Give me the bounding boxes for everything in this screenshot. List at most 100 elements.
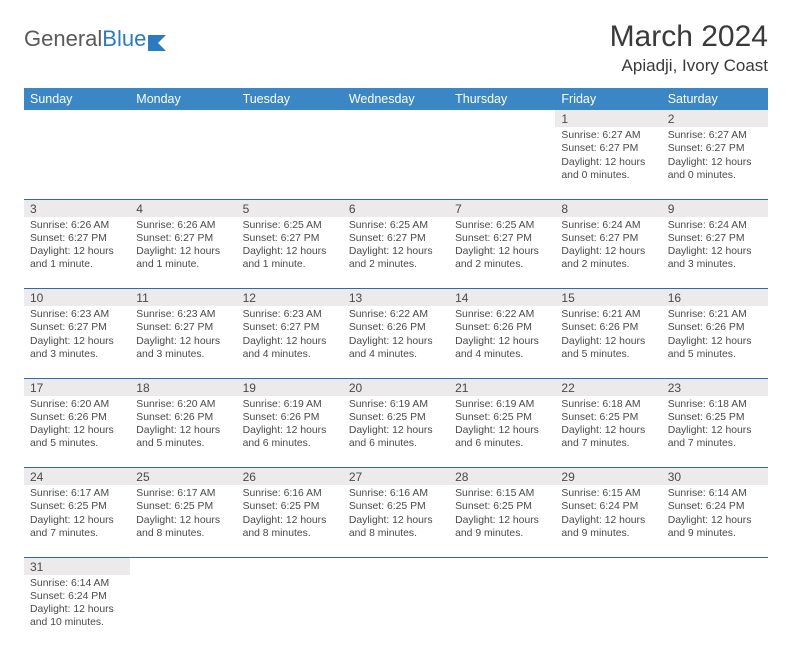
- daynum-row: 3456789: [24, 199, 768, 217]
- day-day2: and 5 minutes.: [561, 348, 655, 361]
- location-text: Apiadji, Ivory Coast: [610, 56, 768, 76]
- day-sunset: Sunset: 6:25 PM: [136, 500, 230, 513]
- day-sunrise: Sunrise: 6:22 AM: [349, 308, 443, 321]
- day-content-row: Sunrise: 6:20 AMSunset: 6:26 PM Daylight:…: [24, 396, 768, 468]
- day-sunrise: Sunrise: 6:22 AM: [455, 308, 549, 321]
- day-number: [130, 110, 236, 127]
- day-day2: and 8 minutes.: [136, 527, 230, 540]
- day-number: 12: [237, 289, 343, 307]
- day-day1: Daylight: 12 hours: [243, 245, 337, 258]
- day-number: 1: [555, 110, 661, 127]
- day-number: 24: [24, 468, 130, 486]
- day-sunset: Sunset: 6:27 PM: [668, 142, 762, 155]
- day-day2: and 1 minute.: [30, 258, 124, 271]
- day-sunset: Sunset: 6:25 PM: [455, 500, 549, 513]
- day-number: 10: [24, 289, 130, 307]
- day-number: 31: [24, 557, 130, 575]
- day-cell: Sunrise: 6:19 AMSunset: 6:25 PMDaylight:…: [343, 396, 449, 468]
- weekday-header: Wednesday: [343, 88, 449, 110]
- day-sunset: Sunset: 6:27 PM: [136, 232, 230, 245]
- day-cell: Sunrise: 6:19 AMSunset: 6:26 PMDaylight:…: [237, 396, 343, 468]
- day-cell: Sunrise: 6:23 AMSunset: 6:27 PMDaylight:…: [237, 306, 343, 378]
- weekday-header: Sunday: [24, 88, 130, 110]
- weekday-header: Friday: [555, 88, 661, 110]
- day-sunrise: Sunrise: 6:17 AM: [136, 487, 230, 500]
- day-sunrise: Sunrise: 6:14 AM: [30, 577, 124, 590]
- day-sunset: Sunset: 6:26 PM: [30, 411, 124, 424]
- day-cell: [449, 575, 555, 647]
- day-cell: Sunrise: 6:22 AMSunset: 6:26 PMDaylight:…: [449, 306, 555, 378]
- day-sunrise: Sunrise: 6:21 AM: [561, 308, 655, 321]
- day-cell: Sunrise: 6:27 AMSunset: 6:27 PMDaylight:…: [555, 127, 661, 199]
- day-cell: Sunrise: 6:14 AMSunset: 6:24 PMDaylight:…: [662, 485, 768, 557]
- day-day1: Daylight: 12 hours: [668, 156, 762, 169]
- day-number: 14: [449, 289, 555, 307]
- day-sunset: Sunset: 6:27 PM: [30, 321, 124, 334]
- day-day2: and 9 minutes.: [455, 527, 549, 540]
- day-day1: Daylight: 12 hours: [561, 424, 655, 437]
- day-number: 6: [343, 199, 449, 217]
- day-cell: Sunrise: 6:18 AMSunset: 6:25 PMDaylight:…: [662, 396, 768, 468]
- day-day1: Daylight: 12 hours: [136, 424, 230, 437]
- day-day1: Daylight: 12 hours: [136, 514, 230, 527]
- logo-text-2: Blue: [102, 26, 146, 52]
- day-cell: Sunrise: 6:16 AMSunset: 6:25 PMDaylight:…: [237, 485, 343, 557]
- day-day2: and 3 minutes.: [668, 258, 762, 271]
- day-sunrise: Sunrise: 6:26 AM: [30, 219, 124, 232]
- day-number: 16: [662, 289, 768, 307]
- day-number: 29: [555, 468, 661, 486]
- day-cell: Sunrise: 6:20 AMSunset: 6:26 PMDaylight:…: [24, 396, 130, 468]
- day-number: [343, 110, 449, 127]
- day-sunset: Sunset: 6:25 PM: [30, 500, 124, 513]
- day-sunrise: Sunrise: 6:15 AM: [561, 487, 655, 500]
- day-sunset: Sunset: 6:27 PM: [455, 232, 549, 245]
- day-number: 9: [662, 199, 768, 217]
- day-day2: and 7 minutes.: [30, 527, 124, 540]
- day-number: 22: [555, 378, 661, 396]
- day-sunrise: Sunrise: 6:24 AM: [561, 219, 655, 232]
- day-cell: Sunrise: 6:15 AMSunset: 6:24 PMDaylight:…: [555, 485, 661, 557]
- day-sunset: Sunset: 6:27 PM: [243, 321, 337, 334]
- day-number: 7: [449, 199, 555, 217]
- calendar-body: 12Sunrise: 6:27 AMSunset: 6:27 PMDayligh…: [24, 110, 768, 647]
- flag-icon: [148, 31, 170, 47]
- day-sunset: Sunset: 6:27 PM: [349, 232, 443, 245]
- day-day1: Daylight: 12 hours: [561, 335, 655, 348]
- day-number: 27: [343, 468, 449, 486]
- day-day1: Daylight: 12 hours: [668, 335, 762, 348]
- day-day1: Daylight: 12 hours: [243, 424, 337, 437]
- day-cell: Sunrise: 6:27 AMSunset: 6:27 PMDaylight:…: [662, 127, 768, 199]
- day-cell: Sunrise: 6:20 AMSunset: 6:26 PMDaylight:…: [130, 396, 236, 468]
- day-cell: Sunrise: 6:14 AMSunset: 6:24 PMDaylight:…: [24, 575, 130, 647]
- day-cell: [343, 127, 449, 199]
- day-content-row: Sunrise: 6:14 AMSunset: 6:24 PMDaylight:…: [24, 575, 768, 647]
- day-sunset: Sunset: 6:26 PM: [455, 321, 549, 334]
- day-day1: Daylight: 12 hours: [455, 514, 549, 527]
- day-sunset: Sunset: 6:25 PM: [243, 500, 337, 513]
- day-sunrise: Sunrise: 6:18 AM: [668, 398, 762, 411]
- day-content-row: Sunrise: 6:26 AM Sunset: 6:27 PM Daylight:…: [24, 217, 768, 289]
- day-number: 3: [24, 199, 130, 217]
- day-sunrise: Sunrise: 6:18 AM: [561, 398, 655, 411]
- day-day2: and 3 minutes.: [136, 348, 230, 361]
- day-cell: [343, 575, 449, 647]
- daynum-row: 24252627282930: [24, 468, 768, 486]
- day-day1: Daylight: 12 hours: [561, 514, 655, 527]
- day-number: 4: [130, 199, 236, 217]
- day-day2: and 2 minutes.: [349, 258, 443, 271]
- day-day2: and 6 minutes.: [349, 437, 443, 450]
- day-cell: Sunrise: 6:21 AMSunset: 6:26 PMDaylight:…: [662, 306, 768, 378]
- day-number: 26: [237, 468, 343, 486]
- day-sunset: Sunset: 6:26 PM: [561, 321, 655, 334]
- day-cell: [449, 127, 555, 199]
- day-sunset: Sunset: 6:27 PM: [561, 142, 655, 155]
- page-title: March 2024: [610, 20, 768, 54]
- day-sunrise: Sunrise: 6:17 AM: [30, 487, 124, 500]
- day-sunrise: Sunrise: 6:20 AM: [30, 398, 124, 411]
- day-sunrise: Sunrise: 6:24 AM: [668, 219, 762, 232]
- weekday-header-row: Sunday Monday Tuesday Wednesday Thursday…: [24, 88, 768, 110]
- day-day1: Daylight: 12 hours: [243, 514, 337, 527]
- daynum-row: 12: [24, 110, 768, 127]
- day-number: [555, 557, 661, 575]
- day-day2: and 5 minutes.: [30, 437, 124, 450]
